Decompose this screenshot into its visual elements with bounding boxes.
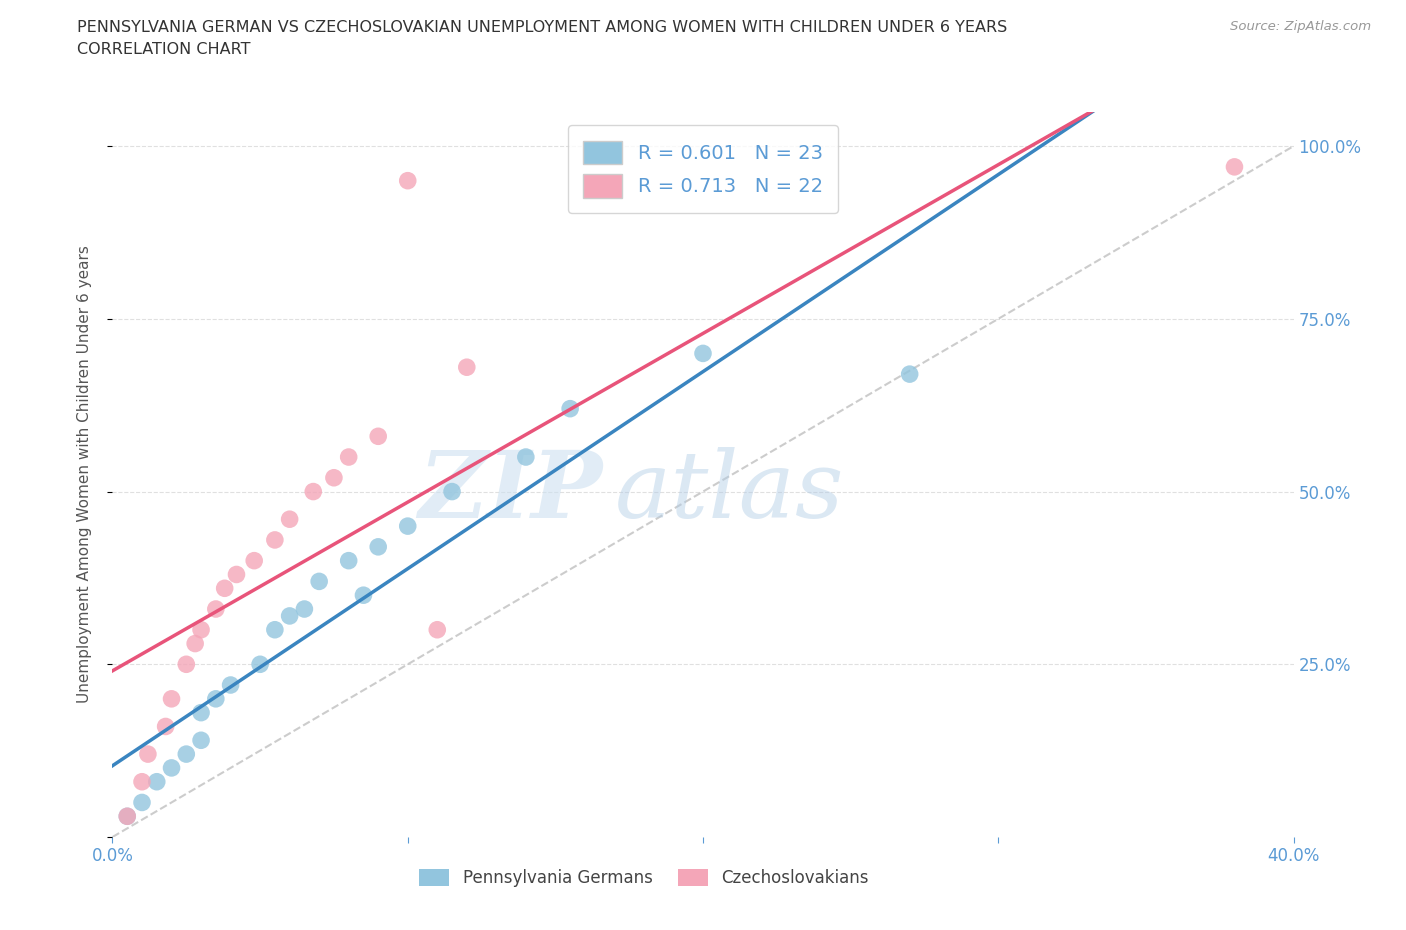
Point [302, 485, 325, 499]
Point [308, 574, 330, 589]
Point [190, 705, 212, 720]
Point [441, 485, 464, 499]
Point [249, 657, 271, 671]
Point [396, 519, 419, 534]
Text: Source: ZipAtlas.com: Source: ZipAtlas.com [1230, 20, 1371, 33]
Point [264, 622, 287, 637]
Point [174, 747, 197, 762]
Point [292, 602, 315, 617]
Point [558, 401, 582, 416]
Text: ZIP: ZIP [419, 447, 603, 538]
Point [190, 622, 212, 637]
Point [184, 636, 207, 651]
Point [160, 691, 183, 706]
Point [205, 602, 228, 617]
Point [205, 691, 228, 706]
Point [225, 567, 247, 582]
Point [323, 471, 346, 485]
Point [174, 657, 197, 671]
Point [131, 775, 153, 790]
Point [515, 449, 537, 464]
Point [146, 775, 169, 790]
Point [117, 809, 138, 824]
Point [367, 539, 389, 554]
Point [898, 366, 921, 381]
Point [190, 733, 212, 748]
Point [160, 761, 183, 776]
Point [337, 449, 360, 464]
Point [1223, 159, 1246, 174]
Point [426, 622, 449, 637]
Point [219, 678, 242, 693]
Point [131, 795, 153, 810]
Point [278, 608, 301, 623]
Text: atlas: atlas [614, 447, 844, 538]
Point [352, 588, 374, 603]
Point [264, 533, 287, 548]
Point [155, 719, 177, 734]
Point [337, 553, 360, 568]
Point [456, 360, 478, 375]
Point [278, 512, 301, 526]
Point [692, 346, 714, 361]
Y-axis label: Unemployment Among Women with Children Under 6 years: Unemployment Among Women with Children U… [77, 246, 91, 703]
Point [396, 173, 419, 188]
Point [117, 809, 138, 824]
Point [136, 747, 159, 762]
Point [243, 553, 266, 568]
Text: PENNSYLVANIA GERMAN VS CZECHOSLOVAKIAN UNEMPLOYMENT AMONG WOMEN WITH CHILDREN UN: PENNSYLVANIA GERMAN VS CZECHOSLOVAKIAN U… [77, 20, 1008, 35]
Text: CORRELATION CHART: CORRELATION CHART [77, 42, 250, 57]
Legend: Pennsylvania Germans, Czechoslovakians: Pennsylvania Germans, Czechoslovakians [413, 862, 875, 894]
Point [214, 581, 236, 596]
Point [367, 429, 389, 444]
